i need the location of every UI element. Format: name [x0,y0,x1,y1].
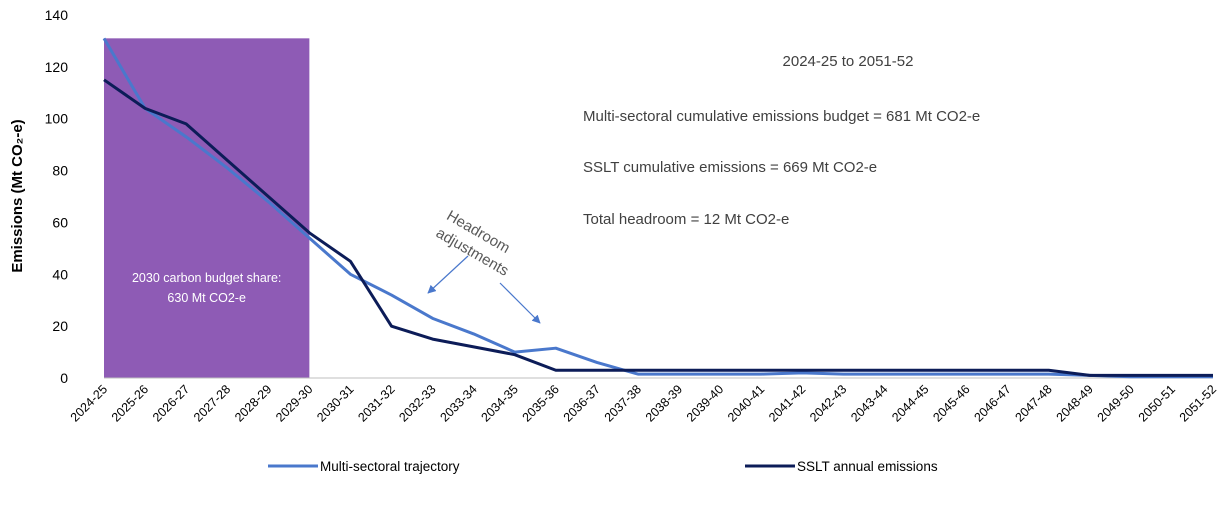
y-tick-label: 140 [45,7,69,23]
y-tick-label: 40 [52,266,68,282]
y-tick-label: 100 [45,111,69,127]
x-tick-label: 2031-32 [355,382,397,424]
x-tick-label: 2044-45 [889,382,931,424]
x-tick-label: 2050-51 [1136,382,1178,424]
legend-label: SSLT annual emissions [797,459,938,474]
x-tick-label: 2034-35 [479,382,521,424]
annotation: 2024-25 to 2051-52 [783,53,914,70]
arrow [499,282,541,324]
series-line [102,37,1213,379]
x-tick-label: 2033-34 [437,382,479,424]
x-tick-label: 2025-26 [109,382,151,424]
x-tick-label: 2041-42 [766,382,808,424]
x-tick-label: 2047-48 [1012,382,1054,424]
x-tick-label: 2026-27 [150,382,192,424]
x-tick-label: 2035-36 [520,382,562,424]
x-tick-label: 2046-47 [971,382,1013,424]
arrow [427,255,469,294]
x-tick-label: 2036-37 [561,382,603,424]
x-tick-label: 2040-41 [725,382,767,424]
x-tick-label: 2027-28 [191,382,233,424]
y-tick-label: 120 [45,59,69,75]
x-tick-label: 2042-43 [807,382,849,424]
x-tick-label: 2043-44 [848,382,890,424]
series-line [103,78,1213,377]
y-tick-label: 80 [52,163,68,179]
x-tick-label: 2038-39 [643,382,685,424]
y-tick-label: 20 [52,318,68,334]
x-tick-label: 2037-38 [602,382,644,424]
y-tick-label: 60 [52,214,68,230]
x-tick-label: 2049-50 [1095,382,1137,424]
x-tick-label: 2045-46 [930,382,972,424]
x-tick-label: 2032-33 [396,382,438,424]
band-label: 2030 carbon budget share: [132,271,281,285]
annotation: Multi-sectoral cumulative emissions budg… [583,108,980,125]
x-tick-label: 2051-52 [1177,382,1219,424]
y-axis-label: Emissions (Mt CO₂-e) [9,119,26,272]
x-tick-label: 2048-49 [1054,382,1096,424]
band-label: 630 Mt CO2-e [167,291,246,305]
legend-label: Multi-sectoral trajectory [320,459,460,474]
x-tick-label: 2030-31 [314,382,356,424]
annotation: SSLT cumulative emissions = 669 Mt CO2-e [583,159,877,176]
x-tick-label: 2029-30 [273,382,315,424]
x-tick-label: 2024-25 [68,382,110,424]
x-tick-label: 2039-40 [684,382,726,424]
x-tick-label: 2028-29 [232,382,274,424]
y-tick-label: 0 [60,370,68,386]
annotation: Total headroom = 12 Mt CO2-e [583,211,789,228]
